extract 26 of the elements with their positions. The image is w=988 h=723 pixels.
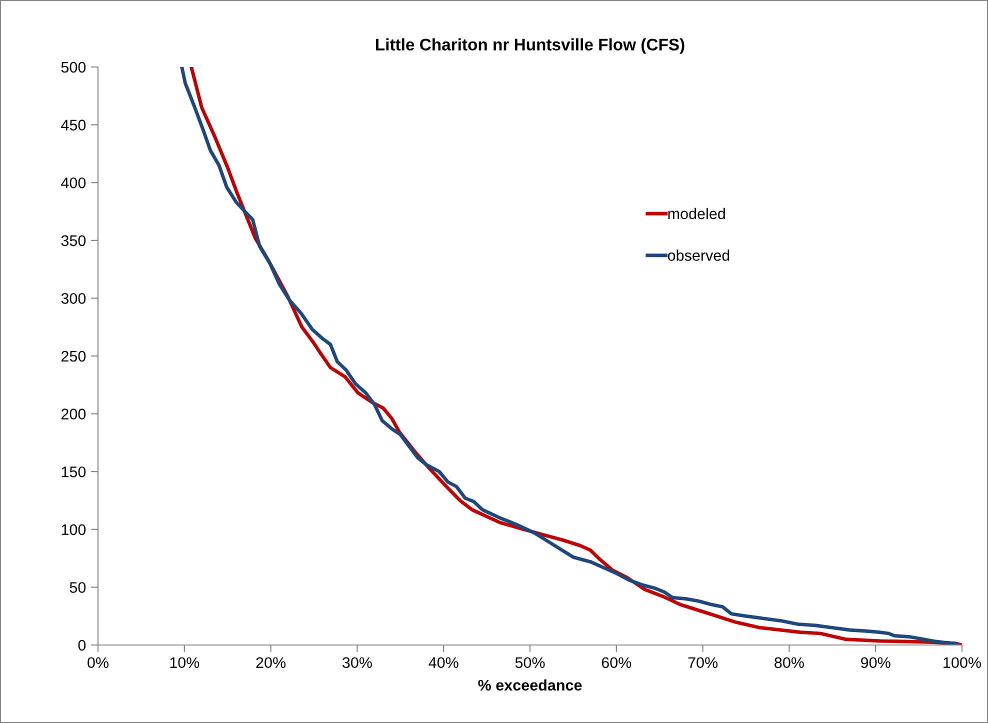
- x-tick-label: 0%: [88, 657, 108, 668]
- legend-label: observed: [668, 250, 730, 261]
- x-tick-label: 50%: [515, 657, 545, 668]
- x-tick-label: 10%: [170, 657, 200, 668]
- y-tick-label: 200: [61, 408, 86, 420]
- y-tick-label: 400: [61, 177, 86, 188]
- chart-title: Little Chariton nr Huntsville Flow (CFS): [376, 38, 684, 54]
- y-tick-label: 100: [62, 524, 86, 536]
- x-tick-label: 90%: [861, 657, 890, 668]
- x-tick-label: 40%: [428, 657, 458, 668]
- x-tick-label: 30%: [342, 657, 372, 668]
- x-tick-label: 100%: [944, 657, 981, 668]
- y-tick-label: 300: [61, 293, 86, 304]
- y-tick-label: 350: [61, 235, 86, 246]
- x-tick-label: 80%: [774, 657, 804, 668]
- y-tick-label: 50: [70, 582, 86, 593]
- y-tick-label: 500: [61, 62, 86, 73]
- x-tick-label: 70%: [688, 657, 718, 668]
- y-tick-label: 150: [62, 466, 86, 478]
- y-tick-label: 450: [61, 120, 86, 130]
- x-tick-label: 20%: [256, 657, 286, 668]
- y-tick-label: 250: [61, 350, 86, 362]
- legend-label: modeled: [668, 208, 725, 220]
- y-tick-label: 0: [78, 640, 86, 651]
- x-tick-label: 60%: [602, 657, 632, 668]
- x-axis-title: % exceedance: [478, 679, 582, 691]
